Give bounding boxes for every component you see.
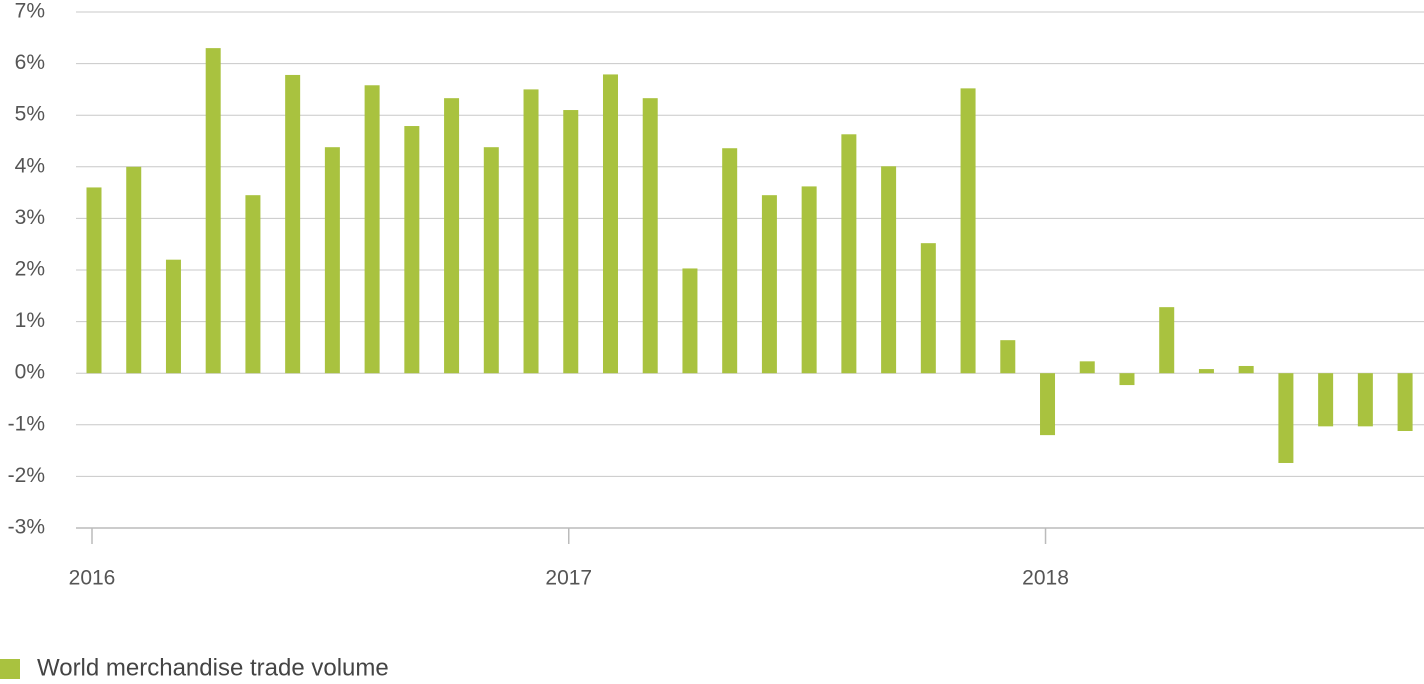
bar	[126, 166, 142, 374]
bar	[1198, 369, 1214, 374]
y-tick-label: 2%	[15, 258, 45, 281]
bar	[86, 187, 102, 374]
y-tick-label: 7%	[15, 0, 45, 23]
x-tick-label: 2016	[69, 567, 116, 590]
y-tick-label: 4%	[15, 154, 45, 177]
x-tick-label: 2017	[545, 567, 592, 590]
x-tick-label: 2018	[1022, 567, 1069, 590]
bar	[1238, 365, 1254, 374]
bar	[682, 268, 698, 374]
bar	[1357, 373, 1373, 427]
bar	[722, 148, 738, 374]
bar	[324, 147, 340, 374]
legend-swatch	[0, 659, 20, 679]
bar	[285, 74, 301, 374]
bar	[761, 195, 777, 374]
y-tick-label: 3%	[15, 206, 45, 229]
y-tick-label: -3%	[8, 516, 45, 539]
bar	[404, 126, 420, 374]
bar	[920, 243, 936, 374]
bar	[364, 85, 380, 374]
bar	[483, 147, 499, 374]
y-tick-label: 1%	[15, 309, 45, 332]
bar	[563, 110, 579, 374]
y-tick-label: -2%	[8, 464, 45, 487]
bar	[642, 98, 658, 374]
bar	[205, 48, 221, 374]
bar	[1040, 373, 1056, 436]
bar	[444, 98, 460, 374]
bar	[1000, 340, 1016, 374]
bar	[1119, 373, 1135, 386]
y-tick-label: -1%	[8, 412, 45, 435]
bar	[1159, 307, 1175, 374]
bar	[523, 89, 539, 374]
bar	[1079, 361, 1095, 374]
y-tick-label: 0%	[15, 361, 45, 384]
bar	[1318, 373, 1334, 427]
bar	[1278, 373, 1294, 463]
bar	[1397, 373, 1413, 431]
legend-label: World merchandise trade volume	[37, 654, 389, 681]
bar	[881, 166, 897, 374]
bar	[841, 134, 857, 374]
bar	[602, 74, 618, 374]
bar	[165, 259, 181, 374]
y-tick-label: 5%	[15, 103, 45, 126]
y-tick-label: 6%	[15, 51, 45, 74]
bar	[801, 186, 817, 374]
bar	[960, 88, 976, 374]
bar	[245, 195, 261, 374]
